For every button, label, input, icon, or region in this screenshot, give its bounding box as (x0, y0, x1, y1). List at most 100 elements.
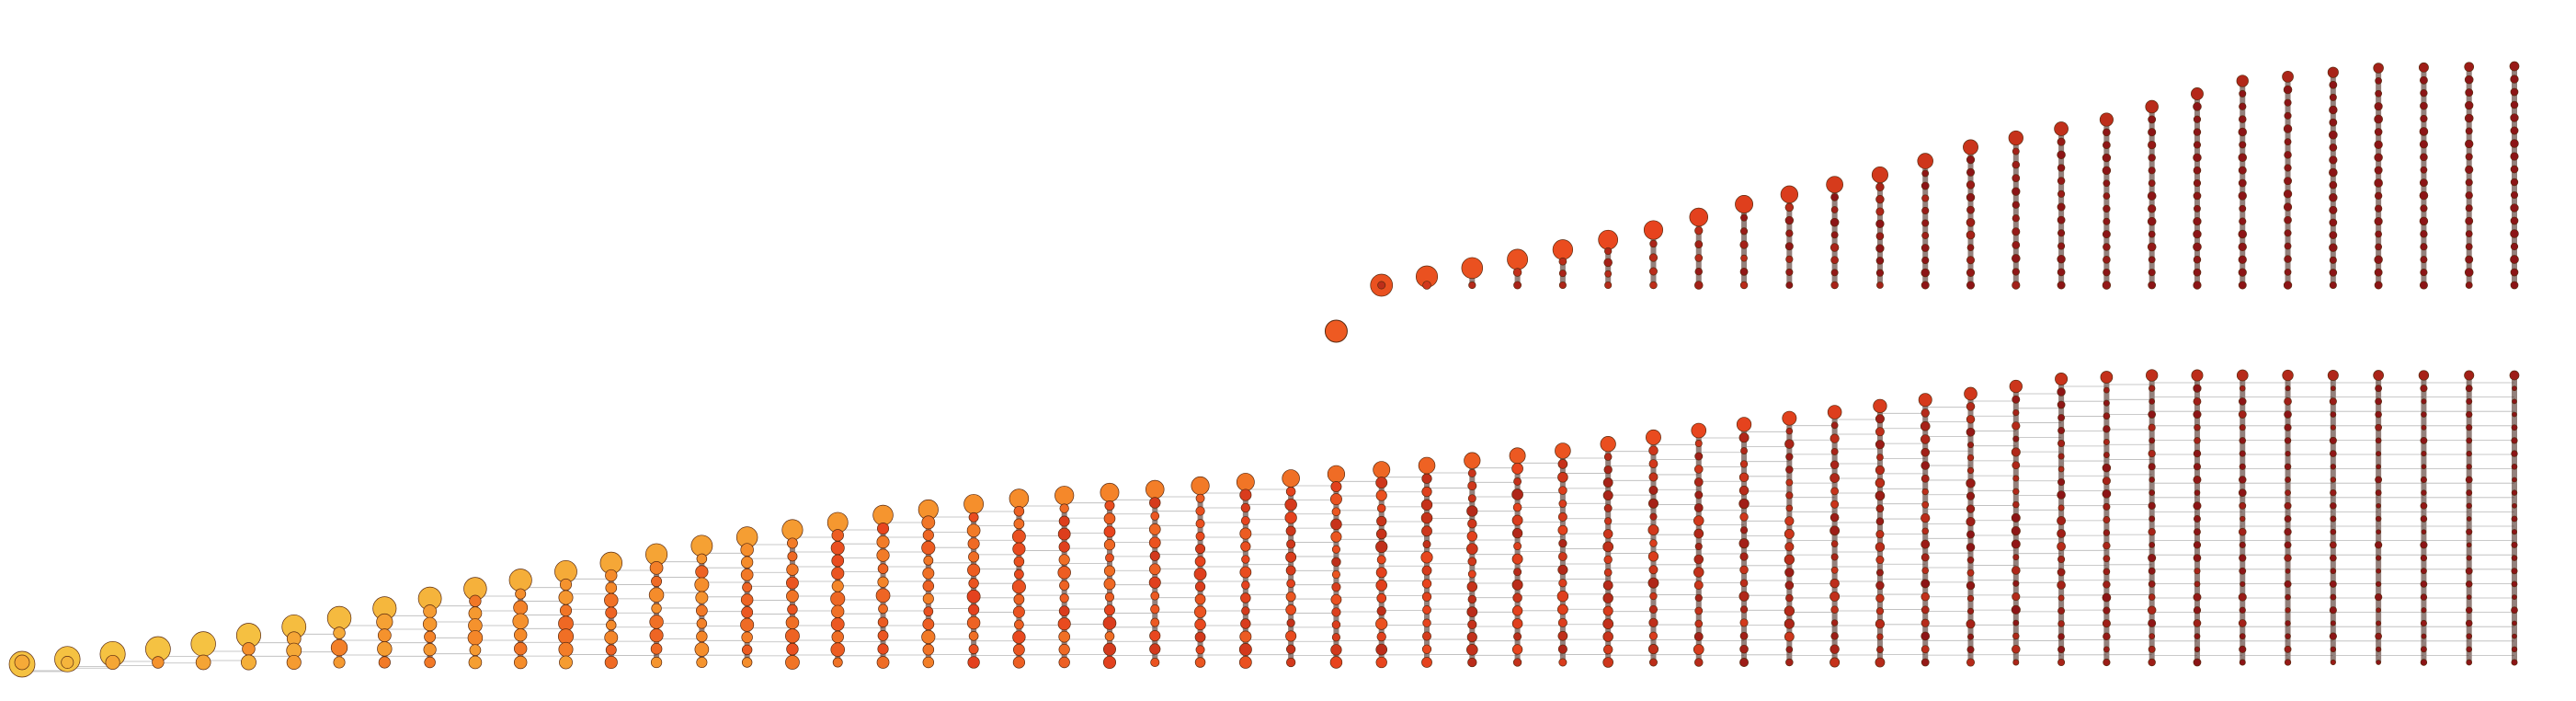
tree-node (2465, 191, 2473, 200)
tree-node (2284, 242, 2292, 250)
tree-node (1375, 567, 1387, 579)
frontier-node (2055, 373, 2069, 385)
tree-node (2102, 477, 2111, 486)
tree-node (1966, 466, 1975, 475)
frontier-node (1327, 465, 1346, 483)
tree-node (2375, 541, 2383, 549)
tree-node (1830, 566, 1839, 574)
tree-node (2510, 268, 2519, 277)
tree-node (967, 563, 981, 577)
tree-node (2284, 98, 2292, 107)
tree-node (2510, 139, 2519, 148)
tree-node (1966, 556, 1975, 564)
tree-node (2465, 204, 2473, 213)
tree-node (2194, 580, 2201, 588)
tree-node (2419, 75, 2428, 85)
tree-node (2194, 204, 2201, 213)
tree-node (2329, 180, 2338, 190)
tree-node (2420, 269, 2428, 277)
tree-node (1966, 155, 1976, 165)
tree-node (2148, 618, 2157, 627)
tree-node (1329, 493, 1342, 506)
tree-node (1829, 433, 1840, 443)
tree-node (1376, 592, 1387, 603)
tree-node (1058, 554, 1070, 566)
tree-node (1875, 517, 1885, 526)
tree-node (2103, 204, 2111, 213)
tree-node (1013, 518, 1025, 530)
tree-node (1421, 657, 1432, 668)
tree-node (242, 642, 256, 656)
tree-node (968, 631, 979, 641)
tree-node (2148, 658, 2156, 667)
tree-node (513, 600, 529, 615)
tree-node (1285, 604, 1296, 615)
tree-node (1694, 658, 1704, 667)
tree-node (2375, 476, 2383, 484)
tree-node (422, 616, 438, 632)
tree-node (1830, 269, 1839, 277)
tree-node (2239, 501, 2247, 510)
tree-node (830, 541, 845, 556)
tree-node (2330, 528, 2337, 535)
tree-node (1649, 281, 1658, 290)
tree-node (1785, 282, 1794, 289)
tree-node (2420, 554, 2428, 562)
tree-node (2057, 137, 2066, 146)
tree-node (2193, 229, 2202, 239)
tree-node (2329, 256, 2337, 264)
tree-node (1875, 593, 1885, 603)
tree-node (1512, 658, 1522, 667)
tree-node (1331, 582, 1341, 592)
tree-node (1193, 568, 1207, 580)
tree-node (1602, 644, 1613, 655)
tree-node (2421, 633, 2427, 639)
tree-node (2148, 593, 2156, 601)
tree-node (2285, 477, 2291, 483)
tree-node (2329, 205, 2338, 214)
tree-node (1647, 577, 1659, 589)
upper-branch-bundle (2103, 120, 2110, 285)
tree-node (1647, 524, 1659, 536)
tree-node (467, 630, 484, 646)
tree-node (378, 656, 391, 669)
tree-node (2376, 529, 2381, 535)
tree-node (1966, 244, 1975, 251)
tree-node (2511, 580, 2518, 588)
tree-node (1195, 645, 1205, 655)
tree-node (14, 654, 30, 671)
tree-node (877, 563, 889, 574)
frontier-node (1827, 405, 1842, 419)
tree-node (2376, 451, 2382, 457)
tree-node (2057, 490, 2066, 500)
tree-node (2057, 254, 2066, 264)
tree-node (2420, 541, 2428, 549)
tree-node (2103, 555, 2111, 563)
tree-node (1603, 453, 1613, 461)
tree-node (694, 642, 710, 657)
tree-node (2194, 424, 2201, 431)
tree-node (2194, 646, 2201, 653)
tree-node (1466, 531, 1477, 542)
tree-node (2239, 606, 2246, 614)
tree-node (1829, 525, 1841, 536)
tree-node (2419, 178, 2428, 188)
tree-node (469, 594, 482, 607)
tree-node (2102, 230, 2111, 239)
frontier-node (2146, 369, 2159, 382)
tree-node (1285, 525, 1296, 536)
tree-node (423, 643, 437, 657)
tree-node (1421, 525, 1432, 537)
tree-node (1693, 465, 1704, 474)
tree-node (1058, 643, 1070, 656)
tree-node (2239, 633, 2246, 640)
tree-node (1829, 243, 1840, 252)
tree-node (1602, 490, 1613, 500)
tree-node (2510, 190, 2519, 200)
tree-node (1875, 580, 1885, 591)
tree-node (2012, 435, 2020, 442)
tree-node (514, 628, 528, 642)
tree-node (1422, 631, 1432, 641)
upper-frontier-node (2509, 61, 2520, 72)
tree-node (2057, 504, 2065, 511)
